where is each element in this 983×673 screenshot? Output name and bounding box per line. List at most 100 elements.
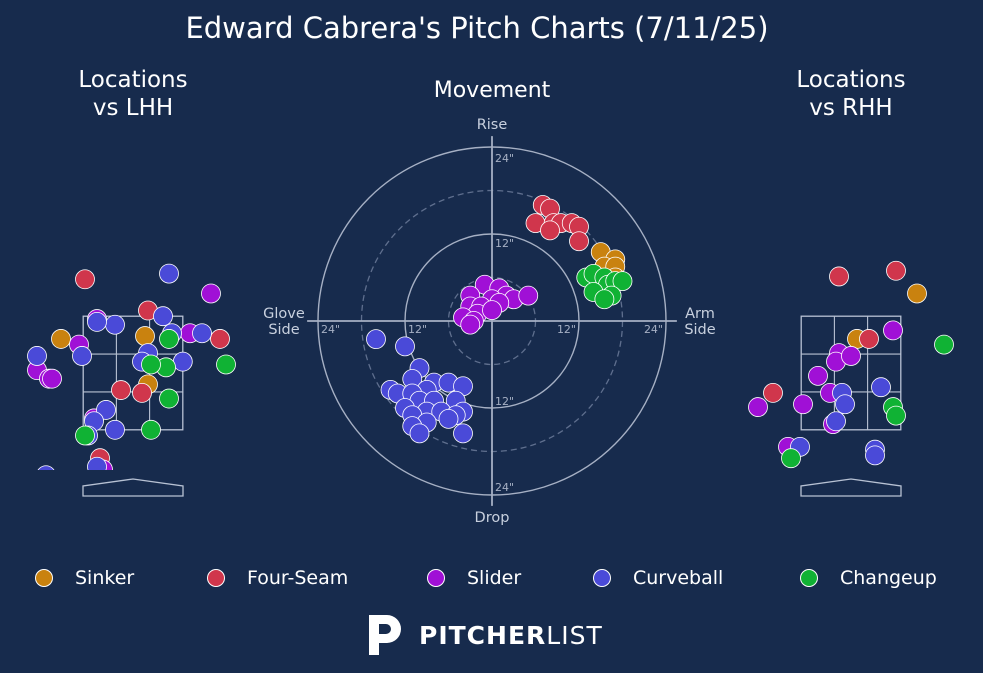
brand-word-light: LIST bbox=[546, 620, 603, 650]
pitch-point-curveball bbox=[153, 306, 173, 327]
ring-label-left-12: 12" bbox=[408, 323, 427, 336]
pitch-point-curveball bbox=[87, 456, 107, 470]
pitch-point-slider bbox=[841, 346, 861, 366]
legend-swatch bbox=[427, 569, 445, 587]
pitch-point-changeup bbox=[75, 425, 95, 446]
pitch-point-curveball bbox=[37, 465, 55, 470]
legend-label: Sinker bbox=[75, 567, 135, 589]
series-changeup bbox=[576, 263, 633, 310]
pitch-point-curveball bbox=[27, 346, 47, 366]
brand-word-bold: PITCHER bbox=[419, 620, 547, 650]
pitcherlist-brand: PITCHERLIST bbox=[365, 612, 603, 658]
pitch-point-curveball bbox=[865, 445, 885, 466]
legend-label: Changeup bbox=[840, 567, 937, 589]
pitch-point-curveball bbox=[87, 311, 107, 332]
pitch-point-curveball bbox=[835, 394, 855, 415]
ring-label-up-24: 24" bbox=[495, 152, 514, 165]
legend-swatch bbox=[593, 569, 611, 587]
pitch-point-four-seam bbox=[75, 269, 95, 290]
series-changeup bbox=[781, 334, 954, 469]
pitch-point-curveball bbox=[172, 351, 193, 372]
legend-label: Slider bbox=[467, 567, 522, 589]
movement-point-curveball bbox=[366, 329, 386, 350]
ring-label-down-24: 24" bbox=[495, 481, 514, 494]
movement-point-curveball bbox=[438, 408, 459, 429]
pitch-point-slider bbox=[808, 365, 828, 386]
series-changeup bbox=[75, 329, 236, 513]
pitch-point-changeup bbox=[781, 448, 801, 469]
pitch-point-changeup bbox=[141, 419, 161, 440]
movement-point-curveball bbox=[395, 336, 415, 357]
pitch-point-slider bbox=[883, 320, 903, 341]
pitch-point-curveball bbox=[826, 411, 846, 432]
locations-vs-rhh-panel: Locations vs RHH bbox=[748, 67, 954, 497]
movement-point-slider bbox=[518, 285, 539, 306]
movement-grid bbox=[307, 136, 677, 506]
panel-title: Movement bbox=[434, 78, 551, 103]
pitch-point-changeup bbox=[76, 494, 95, 513]
axis-label-glove-side: Glove Side bbox=[263, 306, 305, 338]
series-curveball bbox=[27, 263, 212, 470]
axis-label-drop: Drop bbox=[475, 510, 510, 526]
home-plate bbox=[800, 478, 902, 497]
pitch-point-four-seam bbox=[763, 382, 783, 403]
locations-vs-lhh-panel: Locations vs LHH bbox=[27, 67, 236, 513]
pitch-point-sinker bbox=[135, 326, 155, 346]
legend-swatch bbox=[800, 569, 818, 587]
pitch-point-changeup bbox=[159, 329, 179, 349]
legend-label: Curveball bbox=[633, 567, 724, 589]
pitch-point-curveball bbox=[105, 419, 125, 440]
pitch-point-four-seam bbox=[111, 380, 131, 400]
movement-point-curveball bbox=[453, 423, 473, 444]
pitch-point-sinker bbox=[907, 283, 927, 304]
series-four-seam bbox=[763, 260, 906, 403]
movement-points bbox=[366, 195, 633, 444]
movement-point-curveball bbox=[409, 423, 430, 444]
legend-swatch bbox=[207, 569, 225, 587]
legend: Sinker Four-Seam Slider Curveball Changeup bbox=[0, 560, 983, 596]
movement-point-four-seam bbox=[569, 231, 589, 252]
movement-point-changeup bbox=[594, 289, 615, 310]
legend-item-curveball: Curveball bbox=[593, 560, 723, 596]
pitch-point-changeup bbox=[934, 334, 954, 355]
legend-item-four-seam: Four-Seam bbox=[207, 560, 348, 596]
panel-title: Locations vs LHH bbox=[78, 67, 187, 121]
series-four-seam bbox=[525, 195, 589, 252]
ring-label-left-24: 24" bbox=[321, 323, 340, 336]
axis-label-rise: Rise bbox=[477, 117, 508, 133]
series-curveball bbox=[790, 377, 891, 466]
pitch-point-four-seam bbox=[829, 266, 849, 287]
movement-point-slider bbox=[460, 314, 481, 335]
series-slider bbox=[453, 274, 539, 335]
legend-item-slider: Slider bbox=[427, 560, 521, 596]
pitch-point-slider bbox=[748, 397, 768, 417]
pitch-point-curveball bbox=[159, 263, 179, 284]
pitch-point-four-seam bbox=[886, 260, 906, 281]
movement-point-four-seam bbox=[540, 220, 560, 241]
pitch-point-changeup bbox=[216, 354, 236, 375]
axis-label-arm-side: Arm Side bbox=[684, 306, 715, 338]
pitch-point-changeup bbox=[159, 388, 179, 409]
pitch-point-curveball bbox=[105, 314, 125, 335]
series-sinker bbox=[51, 326, 158, 395]
pitch-point-four-seam bbox=[859, 329, 879, 349]
legend-label: Four-Seam bbox=[247, 567, 349, 589]
ring-label-up-12: 12" bbox=[495, 237, 514, 250]
movement-point-slider bbox=[482, 300, 502, 321]
pitch-point-curveball bbox=[72, 346, 92, 366]
legend-item-changeup: Changeup bbox=[800, 560, 937, 596]
ring-label-right-24: 24" bbox=[644, 323, 663, 336]
pitch-point-changeup bbox=[886, 405, 906, 426]
pitch-point-curveball bbox=[192, 323, 212, 344]
brand-wordmark: PITCHERLIST bbox=[419, 621, 603, 650]
pitch-point-slider bbox=[201, 283, 221, 304]
pitcherlist-p-logo-icon bbox=[369, 615, 401, 655]
series-curveball bbox=[366, 329, 473, 444]
pitch-point-sinker bbox=[51, 329, 71, 349]
pitch-point-slider bbox=[793, 394, 813, 415]
panel-title: Locations vs RHH bbox=[796, 67, 905, 121]
legend-item-sinker: Sinker bbox=[35, 560, 134, 596]
pitch-point-slider bbox=[42, 368, 62, 389]
